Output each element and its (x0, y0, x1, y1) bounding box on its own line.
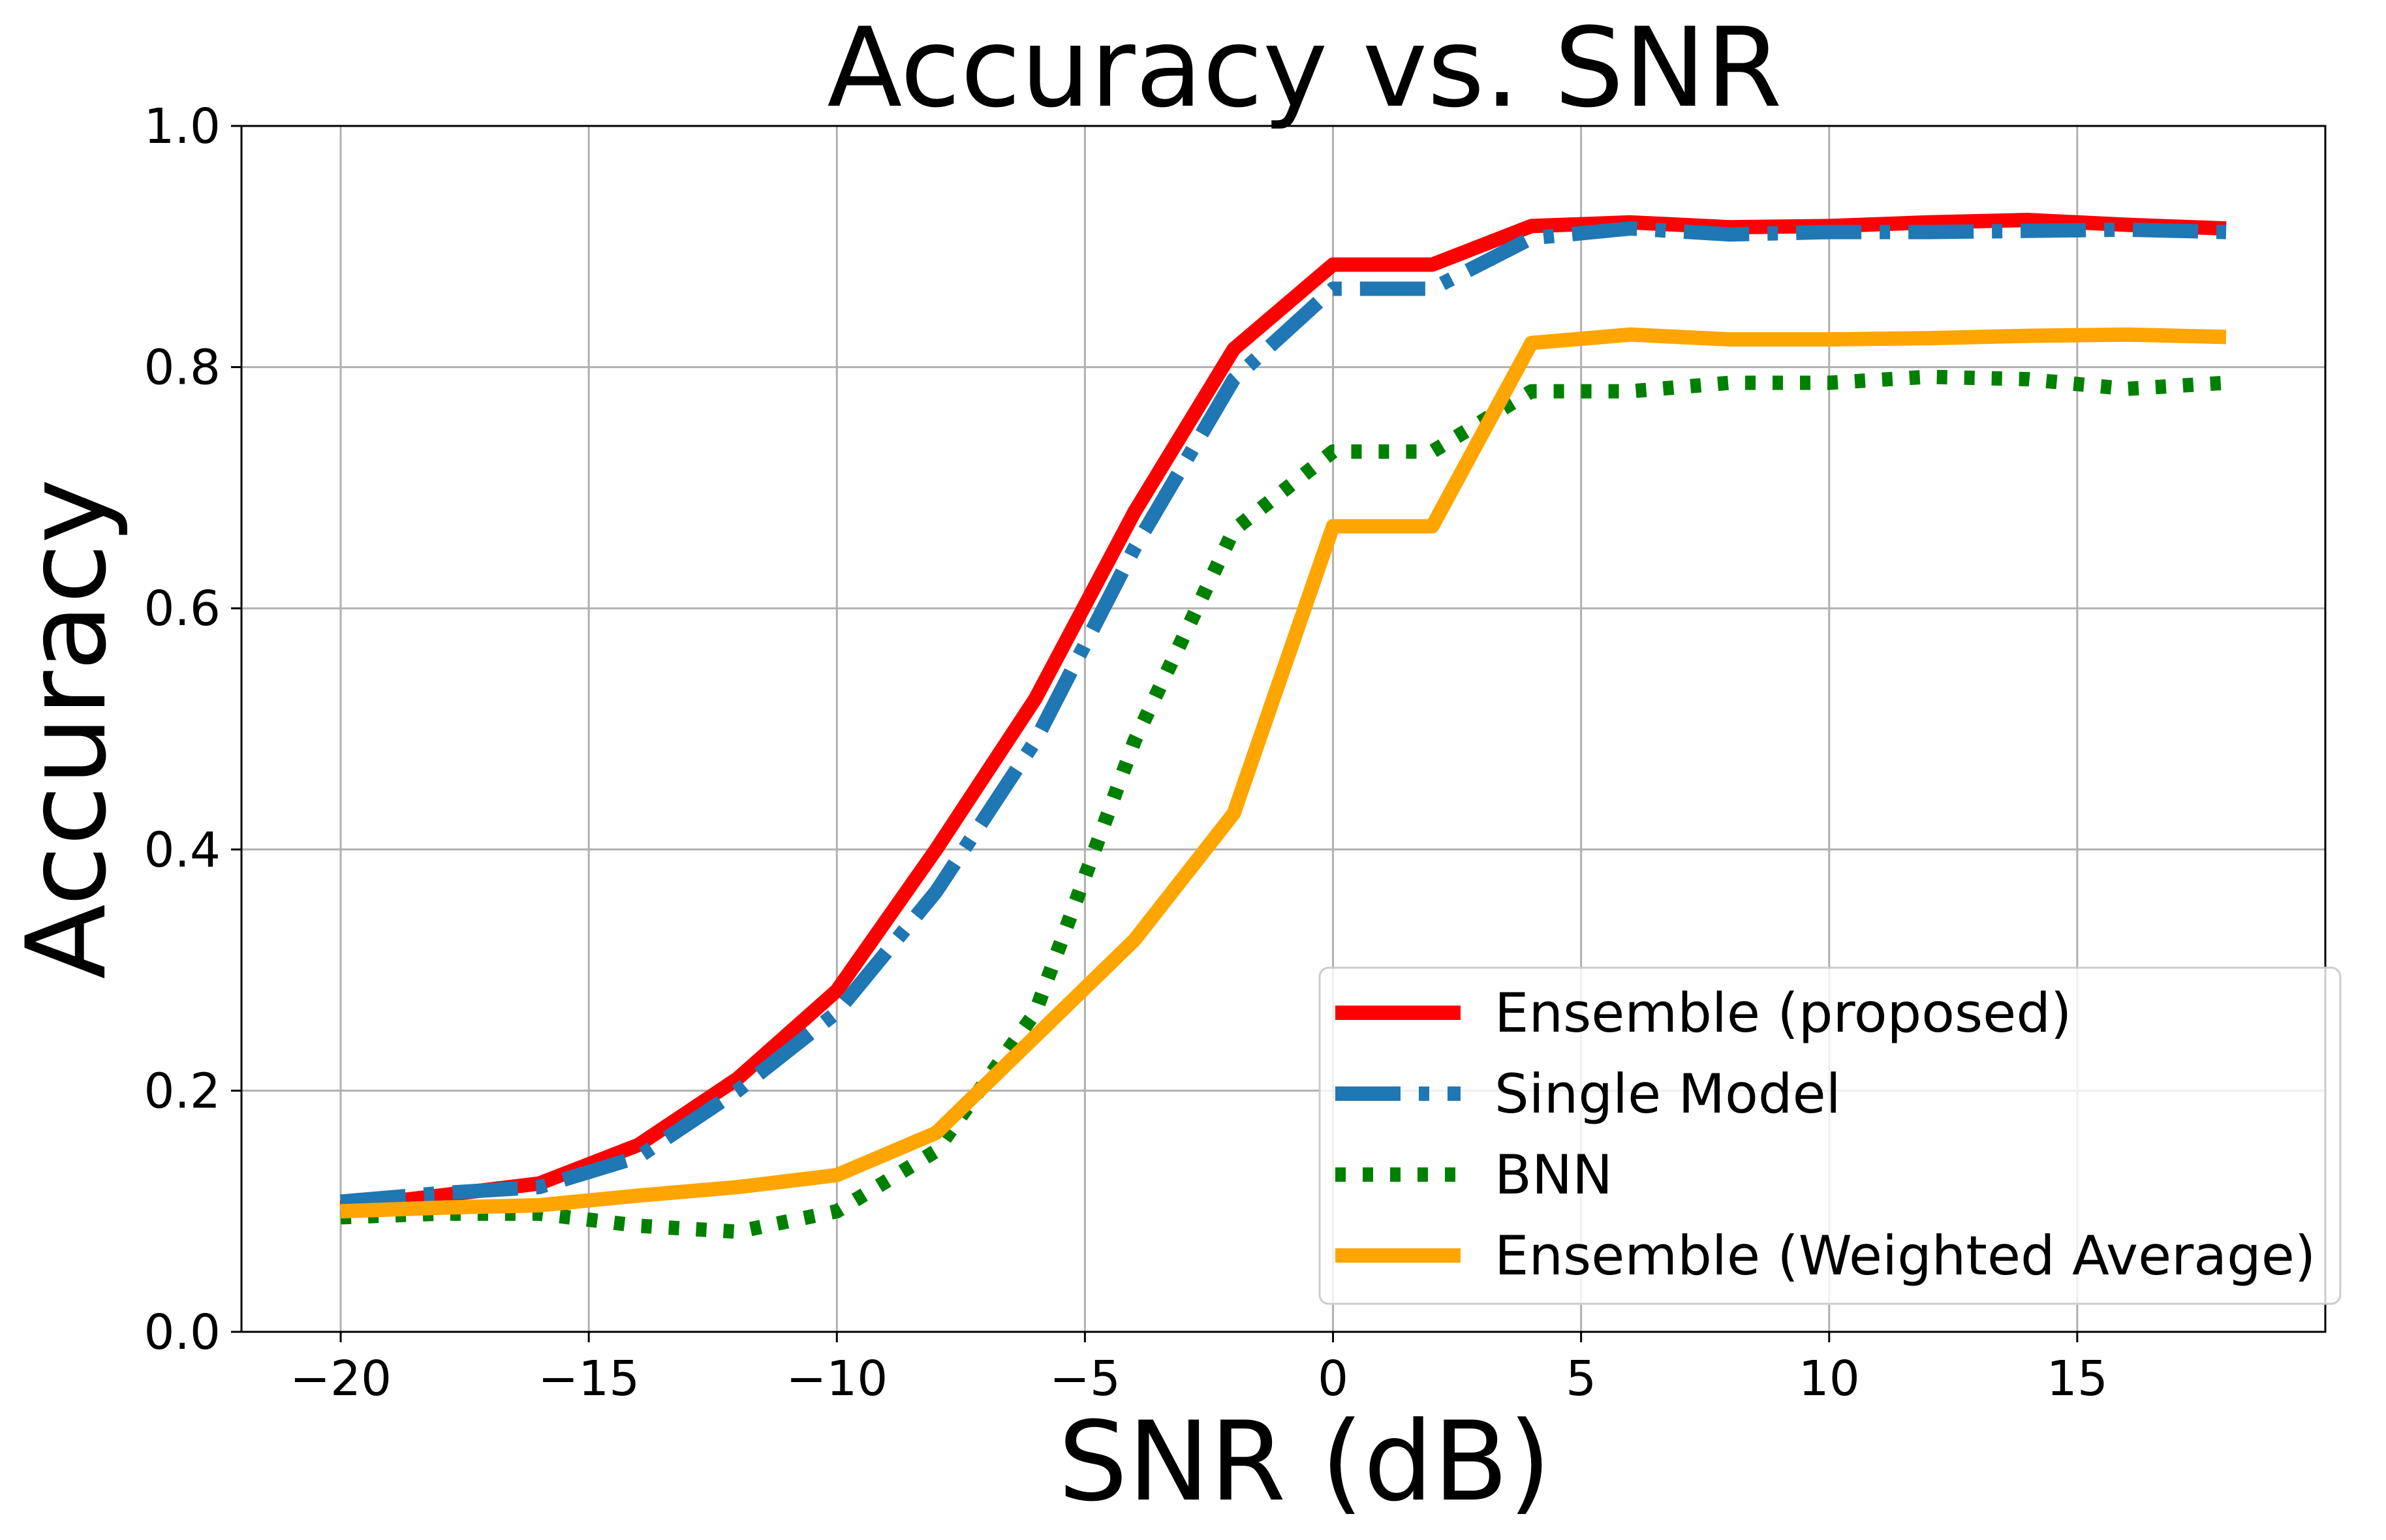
legend: Ensemble (proposed) Single Model BNN Ensemb… (1318, 966, 2342, 1305)
legend-label: Ensemble (Weighted Average) (1495, 1224, 2316, 1287)
x-tick-label: 0 (1318, 1351, 1348, 1407)
series-line-2 (340, 221, 2227, 1209)
x-axis-ticks: −20 −15 −10 −5 0 5 10 15 (290, 1332, 2108, 1407)
x-tick-label: 10 (1799, 1351, 1860, 1407)
y-tick-label: 0.6 (144, 581, 221, 637)
legend-label: Single Model (1495, 1062, 1841, 1126)
series-layer (339, 213, 2227, 1239)
y-tick-label: 1.0 (144, 99, 221, 155)
x-tick-label: −10 (786, 1351, 888, 1407)
x-tick-label: −5 (1049, 1351, 1121, 1407)
legend-label: BNN (1495, 1143, 1613, 1207)
x-tick-label: −20 (290, 1351, 392, 1407)
chart-title: Accuracy vs. SNR (827, 4, 1782, 132)
legend-label: Ensemble (proposed) (1495, 981, 2071, 1045)
series-line-1 (339, 213, 2227, 1215)
y-tick-label: 0.4 (144, 822, 221, 878)
x-axis-label: SNR (dB) (1058, 1398, 1551, 1526)
series-line-3 (340, 369, 2227, 1239)
y-tick-label: 0.8 (144, 340, 221, 396)
plot-frame (240, 125, 2327, 1333)
legend-box (1318, 966, 2342, 1305)
x-tick-label: −15 (538, 1351, 640, 1407)
x-tick-label: 15 (2047, 1351, 2108, 1407)
y-axis-label: Accuracy (3, 479, 131, 979)
y-axis-ticks: 0.0 0.2 0.4 0.6 0.8 1.0 (144, 99, 241, 1361)
x-tick-label: 5 (1566, 1351, 1596, 1407)
series-line-4 (340, 327, 2227, 1219)
y-tick-label: 0.0 (144, 1304, 221, 1361)
y-tick-label: 0.2 (144, 1063, 221, 1119)
